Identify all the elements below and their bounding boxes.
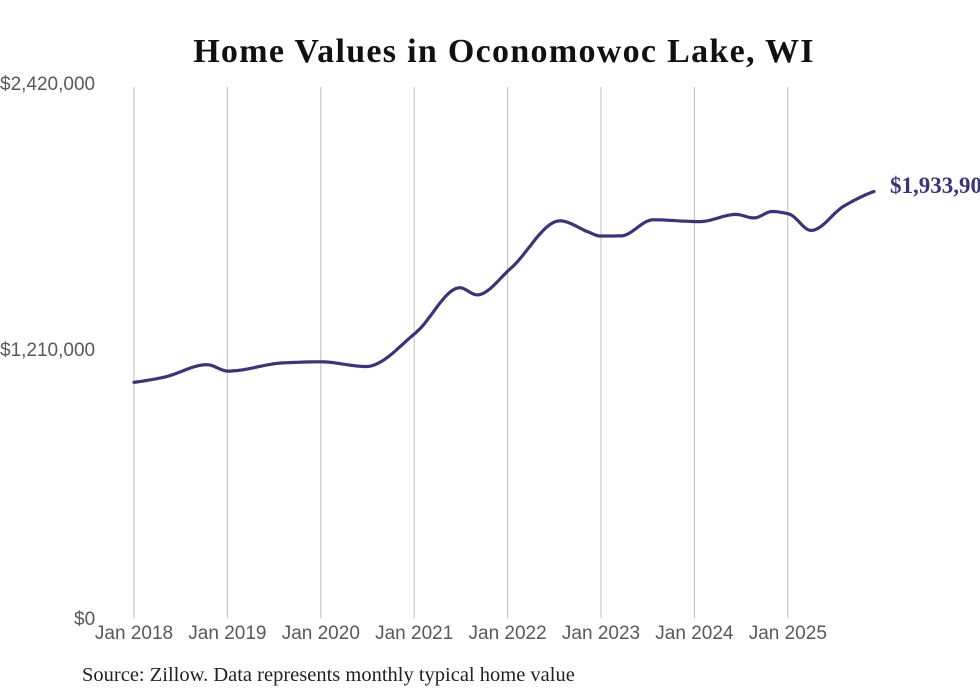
svg-text:$1,210,000: $1,210,000 (0, 340, 95, 361)
svg-text:Jan 2023: Jan 2023 (562, 623, 640, 644)
svg-text:Jan 2022: Jan 2022 (469, 623, 547, 644)
svg-text:Jan 2025: Jan 2025 (749, 623, 827, 644)
svg-text:Jan 2018: Jan 2018 (95, 623, 173, 644)
svg-text:Jan 2020: Jan 2020 (282, 623, 360, 644)
svg-text:Jan 2024: Jan 2024 (655, 623, 734, 644)
svg-text:$1,933,904: $1,933,904 (890, 173, 980, 198)
svg-text:Jan 2021: Jan 2021 (375, 623, 453, 644)
svg-text:$0: $0 (74, 609, 95, 630)
svg-text:Jan 2019: Jan 2019 (188, 623, 266, 644)
svg-text:$2,420,000: $2,420,000 (0, 74, 95, 95)
